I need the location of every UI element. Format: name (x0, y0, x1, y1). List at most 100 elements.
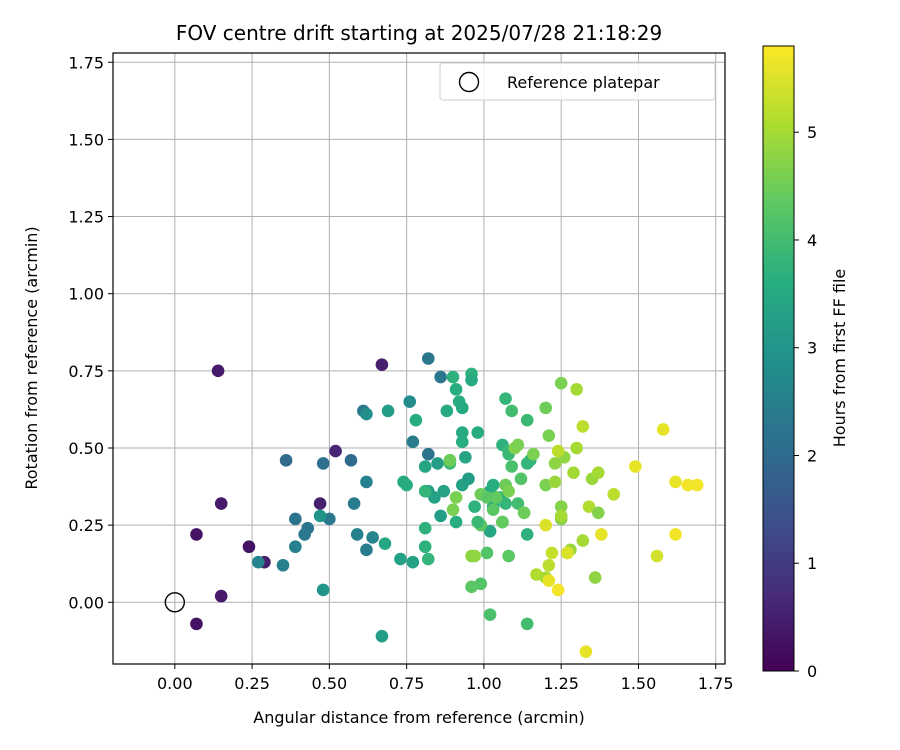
x-tick-label: 1.25 (543, 674, 579, 693)
scatter-point (591, 506, 605, 520)
scatter-point (465, 580, 478, 594)
scatter-point (465, 373, 478, 387)
scatter-point (681, 478, 695, 492)
scatter-point (567, 466, 580, 479)
scatter-point (579, 645, 593, 658)
scatter-point (190, 617, 203, 631)
scatter-point (449, 515, 463, 529)
scatter-point (502, 484, 515, 498)
scatter-point (570, 441, 583, 455)
scatter-point (459, 450, 472, 464)
scatter-point (539, 518, 553, 532)
scatter-point (480, 546, 494, 560)
scatter-point (548, 475, 562, 489)
scatter-point (595, 528, 608, 541)
scatter-point (329, 444, 342, 458)
x-tick-label: 0.75 (389, 674, 425, 693)
scatter-point (462, 472, 475, 486)
y-tick-label: 0.25 (68, 516, 104, 535)
scatter-point (520, 413, 534, 427)
scatter-point (289, 512, 302, 526)
x-tick-label: 1.75 (698, 674, 734, 693)
y-axis-ticks: 0.00 0.25 0.50 0.75 1.00 1.25 1.50 1.75 (68, 53, 113, 612)
scatter-point (551, 583, 565, 597)
scatter-point (468, 500, 481, 513)
legend-box (439, 62, 716, 101)
scatter-points (190, 352, 704, 658)
scatter-point (251, 555, 265, 569)
colorbar: 0 1 2 3 4 5 Hours from first FF file (762, 45, 849, 681)
scatter-point (588, 571, 602, 584)
scatter-point (347, 497, 361, 510)
scatter-point (316, 457, 330, 470)
plot-frame (112, 52, 726, 665)
scatter-point (214, 497, 228, 510)
scatter-point (375, 358, 389, 371)
x-tick-label: 1.50 (621, 674, 657, 693)
scatter-point (350, 528, 364, 541)
scatter-point (582, 500, 596, 513)
scatter-point (591, 466, 605, 479)
scatter-point (437, 484, 451, 498)
scatter-point (313, 509, 327, 523)
scatter-point (690, 478, 704, 492)
scatter-point (418, 460, 432, 473)
scatter-point (499, 392, 512, 405)
scatter-point (520, 617, 534, 631)
scatter-point (483, 525, 497, 538)
scatter-point (298, 528, 311, 541)
y-tick-label: 1.75 (68, 53, 104, 72)
scatter-point (418, 521, 432, 535)
scatter-point (542, 429, 556, 442)
scatter-point (394, 552, 407, 566)
y-axis-label: Rotation from reference (arcmin) (22, 226, 41, 489)
legend: Reference platepar (439, 62, 716, 101)
colorbar-tick-label: 3 (807, 339, 817, 358)
scatter-point (496, 515, 509, 529)
scatter-point (554, 509, 568, 523)
scatter-point (211, 364, 225, 378)
scatter-point (421, 552, 435, 566)
scatter-point (650, 549, 664, 563)
scatter-point (465, 549, 478, 563)
y-tick-label: 0.00 (68, 593, 104, 612)
scatter-point (576, 534, 590, 547)
scatter-point (455, 426, 469, 439)
scatter-point (434, 509, 447, 523)
scatter-point (514, 472, 528, 486)
scatter-point (511, 438, 525, 452)
scatter-point (403, 395, 417, 409)
scatter-point (360, 407, 373, 421)
chart-title: FOV centre drift starting at 2025/07/28 … (176, 21, 662, 45)
y-tick-label: 1.25 (68, 208, 104, 227)
scatter-point (455, 435, 469, 449)
scatter-point (418, 484, 432, 498)
scatter-point (499, 497, 512, 510)
scatter-point (471, 515, 485, 529)
scatter-point (554, 500, 568, 513)
scatter-point (421, 447, 435, 461)
colorbar-tick-label: 1 (807, 554, 817, 573)
scatter-point (446, 370, 460, 384)
scatter-point (289, 540, 302, 554)
scatter-point (629, 460, 642, 473)
colorbar-tick-label: 0 (807, 662, 817, 681)
scatter-point (480, 491, 494, 504)
y-tick-label: 1.50 (68, 130, 104, 149)
scatter-point (455, 401, 469, 415)
colorbar-tick-label: 4 (807, 231, 817, 250)
scatter-point (214, 589, 228, 603)
scatter-point (279, 454, 293, 467)
scatter-point (440, 404, 454, 418)
legend-label: Reference platepar (507, 73, 660, 92)
scatter-point (570, 383, 583, 396)
scatter-point (406, 435, 420, 449)
scatter-point (190, 528, 203, 541)
scatter-point (446, 503, 460, 517)
y-tick-label: 0.75 (68, 362, 104, 381)
reference-marker (164, 592, 186, 613)
scatter-point (421, 352, 435, 365)
scatter-point (545, 546, 559, 560)
scatter-point (539, 401, 553, 415)
